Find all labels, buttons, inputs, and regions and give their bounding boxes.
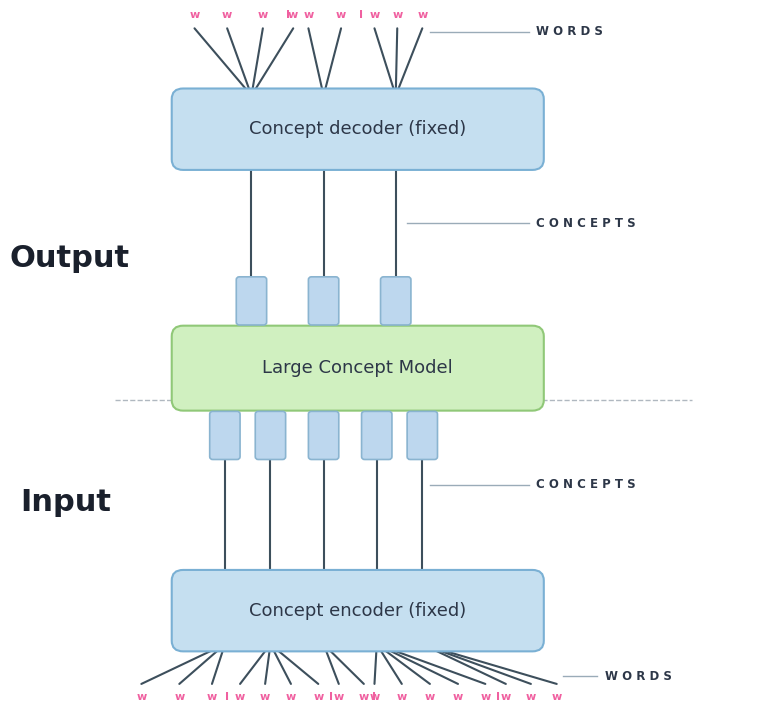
Text: w: w (260, 692, 270, 702)
Text: w: w (500, 692, 511, 702)
FancyBboxPatch shape (407, 411, 438, 459)
FancyBboxPatch shape (309, 411, 339, 459)
Text: w: w (453, 692, 463, 702)
Text: w: w (397, 692, 407, 702)
Text: w: w (235, 692, 245, 702)
Text: w: w (303, 10, 313, 20)
FancyBboxPatch shape (210, 411, 240, 459)
Text: I: I (496, 692, 500, 702)
FancyBboxPatch shape (362, 411, 392, 459)
Text: w: w (417, 10, 428, 20)
Text: w: w (370, 692, 380, 702)
Text: w: w (336, 10, 346, 20)
Text: w: w (551, 692, 562, 702)
Text: C O N C E P T S: C O N C E P T S (536, 479, 636, 491)
Text: Output: Output (9, 244, 129, 273)
Text: W O R D S: W O R D S (536, 25, 603, 38)
Text: w: w (258, 10, 268, 20)
Text: w: w (288, 10, 298, 20)
Text: Input: Input (20, 489, 111, 517)
Text: w: w (525, 692, 536, 702)
FancyBboxPatch shape (171, 326, 544, 411)
Text: Large Concept Model: Large Concept Model (262, 359, 453, 377)
Text: w: w (313, 692, 323, 702)
Text: w: w (359, 692, 369, 702)
Text: W O R D S: W O R D S (604, 670, 672, 683)
Text: w: w (189, 10, 200, 20)
Text: w: w (425, 692, 435, 702)
FancyBboxPatch shape (309, 277, 339, 325)
Text: w: w (222, 10, 233, 20)
Text: w: w (480, 692, 490, 702)
Text: I: I (286, 10, 290, 20)
FancyBboxPatch shape (171, 570, 544, 651)
Text: w: w (207, 692, 217, 702)
FancyBboxPatch shape (381, 277, 411, 325)
Text: w: w (136, 692, 146, 702)
Text: C O N C E P T S: C O N C E P T S (536, 217, 636, 229)
Text: w: w (392, 10, 402, 20)
Text: Concept decoder (fixed): Concept decoder (fixed) (249, 120, 467, 138)
FancyBboxPatch shape (171, 88, 544, 170)
Text: w: w (370, 10, 380, 20)
FancyBboxPatch shape (255, 411, 286, 459)
Text: w: w (174, 692, 185, 702)
Text: w: w (286, 692, 296, 702)
Text: I: I (329, 692, 334, 702)
FancyBboxPatch shape (236, 277, 267, 325)
Text: I: I (373, 692, 377, 702)
Text: w: w (334, 692, 344, 702)
Text: I: I (359, 10, 363, 20)
Text: I: I (226, 692, 229, 702)
Text: Concept encoder (fixed): Concept encoder (fixed) (249, 602, 467, 620)
